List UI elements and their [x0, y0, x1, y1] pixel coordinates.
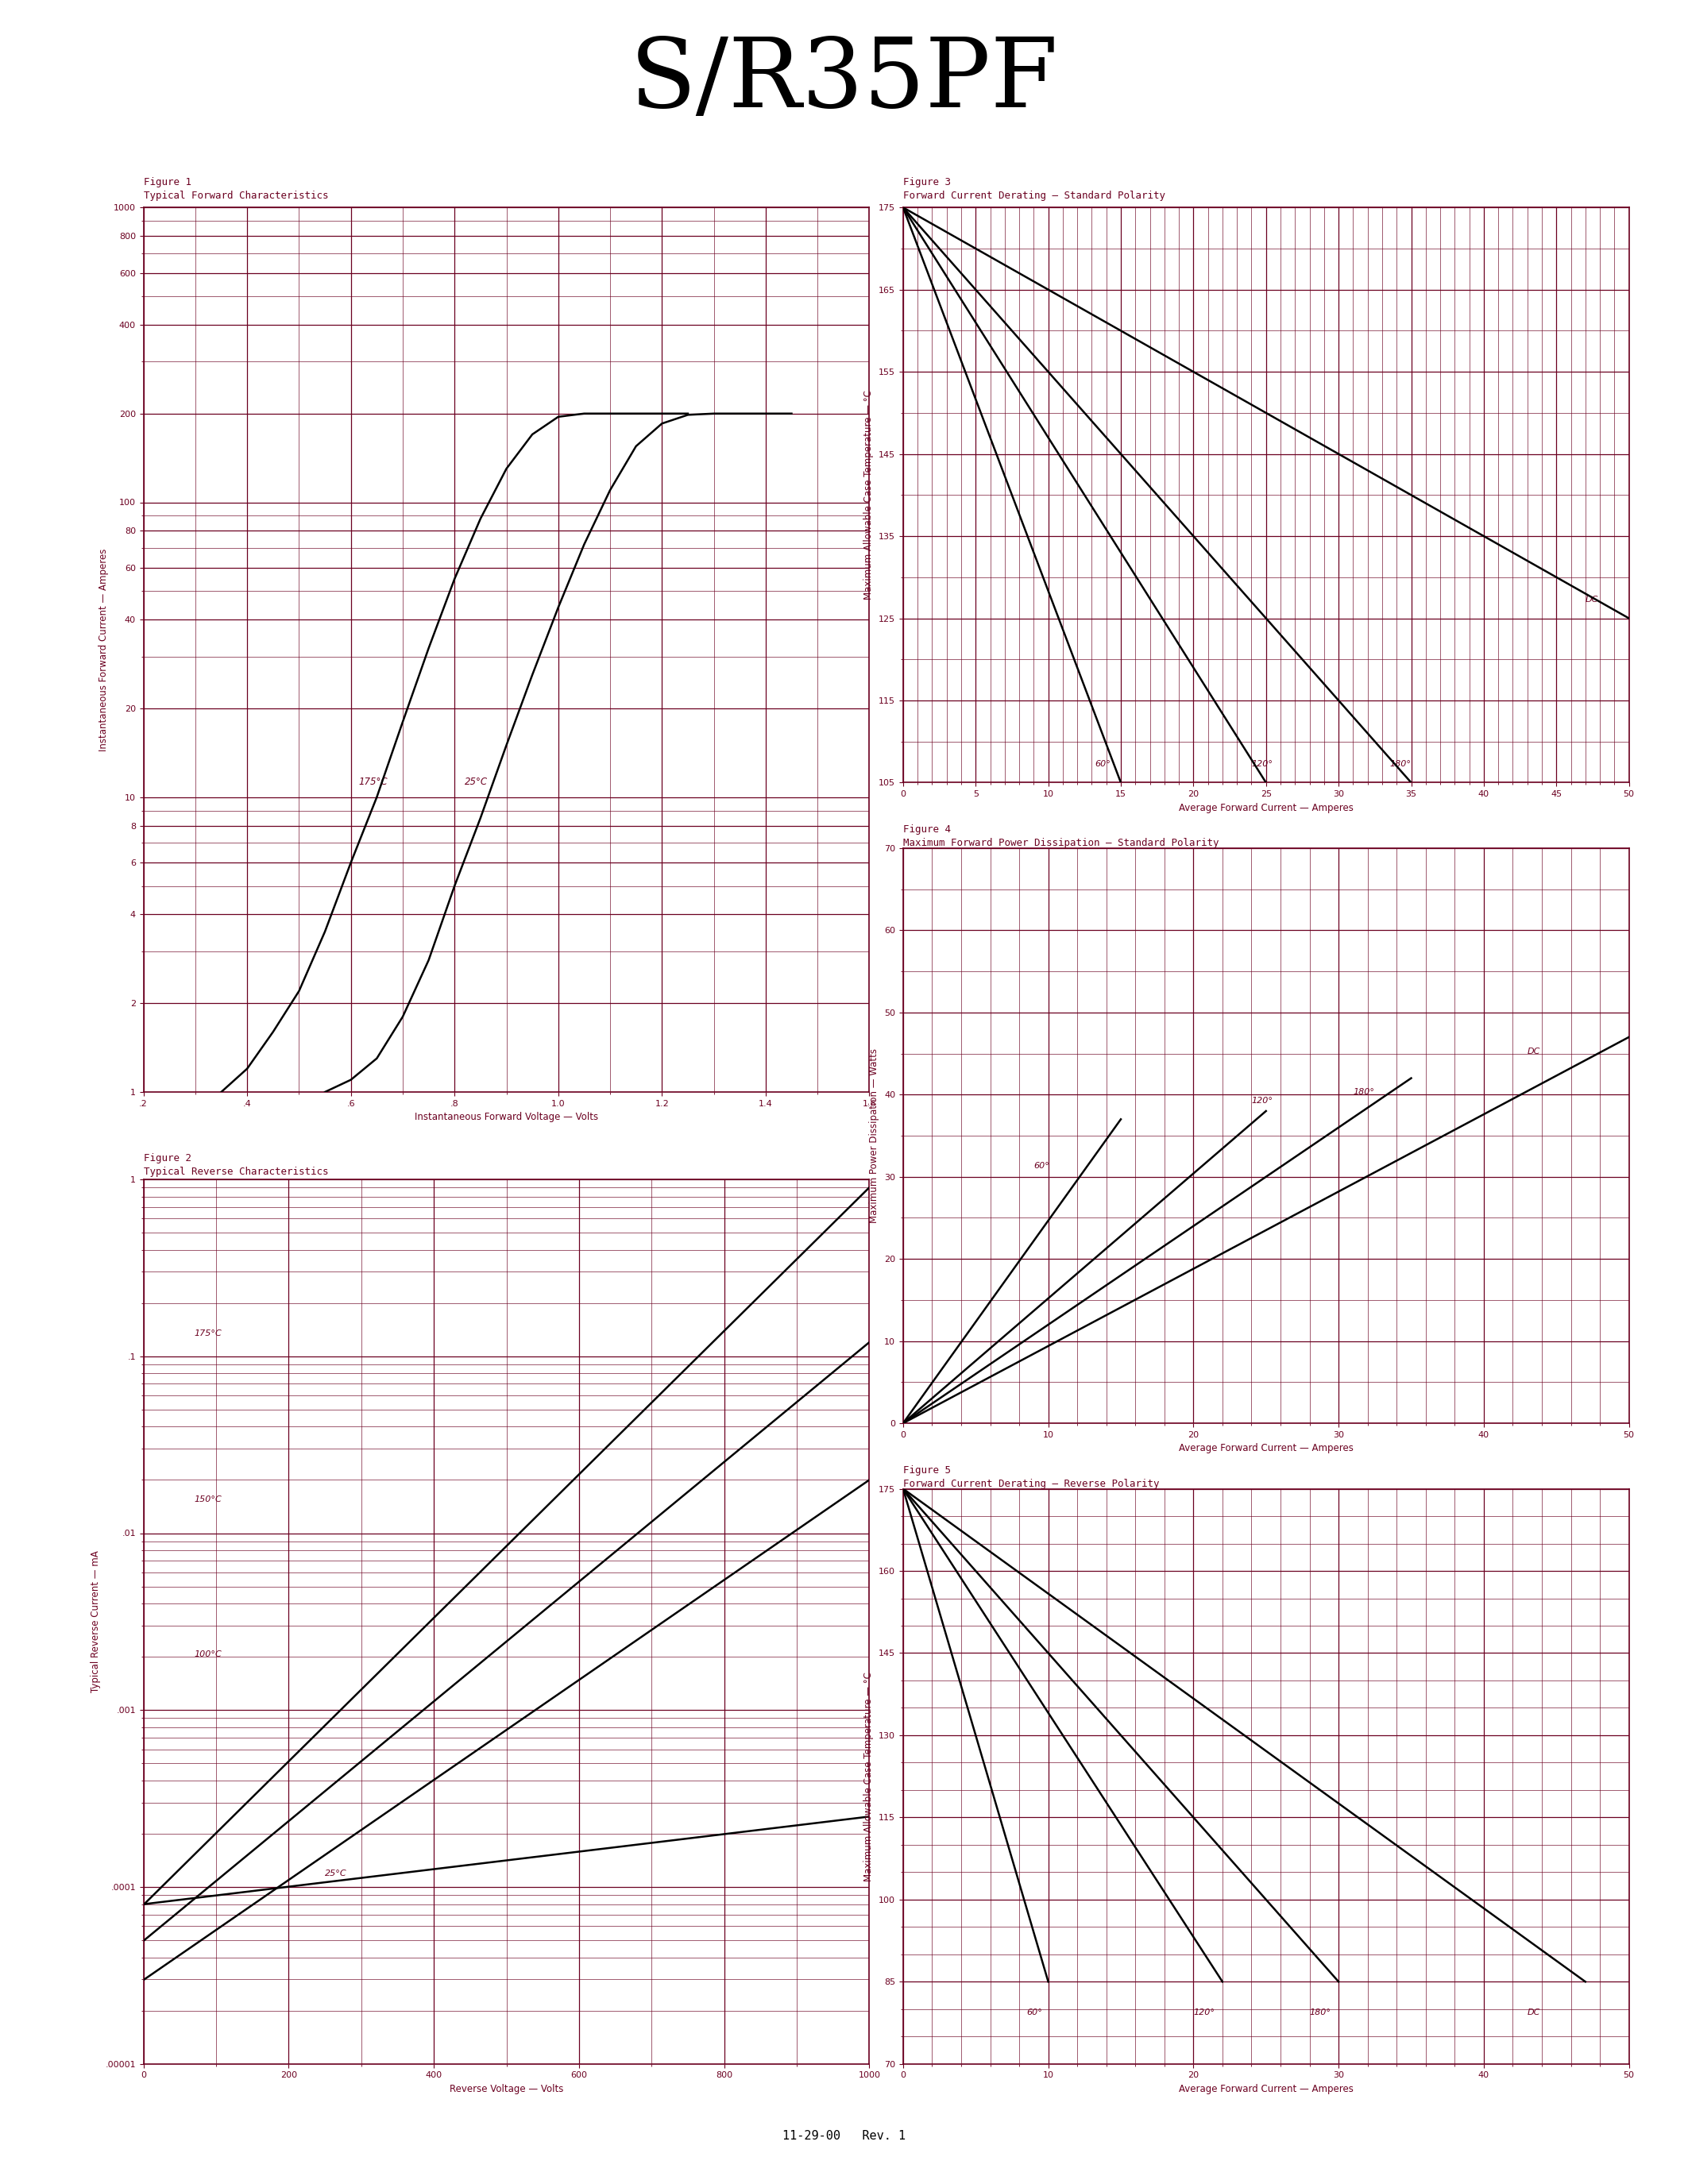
Text: 11-29-00   Rev. 1: 11-29-00 Rev. 1: [783, 2129, 905, 2143]
Text: 25°C: 25°C: [324, 1870, 348, 1878]
Y-axis label: Maximum Allowable Case Temperature — °C: Maximum Allowable Case Temperature — °C: [864, 1671, 874, 1880]
Y-axis label: Instantaneous Forward Current — Amperes: Instantaneous Forward Current — Amperes: [100, 548, 110, 751]
Text: 180°: 180°: [1389, 760, 1411, 769]
Text: S/R35PF: S/R35PF: [630, 35, 1058, 127]
Text: 180°: 180°: [1354, 1088, 1374, 1096]
Text: DC: DC: [1528, 1046, 1541, 1055]
Text: Figure 3
Forward Current Derating — Standard Polarity: Figure 3 Forward Current Derating — Stan…: [903, 177, 1165, 201]
Text: 120°: 120°: [1251, 1096, 1273, 1105]
Text: 120°: 120°: [1193, 2009, 1215, 2016]
Text: 120°: 120°: [1251, 760, 1273, 769]
Text: 60°: 60°: [1026, 2009, 1041, 2016]
Text: 175°C: 175°C: [194, 1330, 221, 1337]
Text: 100°C: 100°C: [194, 1651, 221, 1658]
X-axis label: Reverse Voltage — Volts: Reverse Voltage — Volts: [449, 2084, 564, 2094]
X-axis label: Average Forward Current — Amperes: Average Forward Current — Amperes: [1178, 804, 1354, 812]
Text: Figure 5
Forward Current Derating — Reverse Polarity: Figure 5 Forward Current Derating — Reve…: [903, 1465, 1160, 1489]
Text: 25°C: 25°C: [464, 778, 488, 788]
Y-axis label: Maximum Allowable Case Temperature — °C: Maximum Allowable Case Temperature — °C: [864, 391, 874, 601]
Y-axis label: Typical Reverse Current — mA: Typical Reverse Current — mA: [91, 1551, 101, 1693]
X-axis label: Instantaneous Forward Voltage — Volts: Instantaneous Forward Voltage — Volts: [415, 1112, 598, 1123]
Text: Figure 2
Typical Reverse Characteristics: Figure 2 Typical Reverse Characteristics: [143, 1153, 327, 1177]
Text: 175°C: 175°C: [358, 778, 388, 788]
Y-axis label: Maximum Power Dissipation — Watts: Maximum Power Dissipation — Watts: [869, 1048, 879, 1223]
Text: 180°: 180°: [1310, 2009, 1332, 2016]
Text: DC: DC: [1528, 2009, 1541, 2016]
Text: Figure 1
Typical Forward Characteristics: Figure 1 Typical Forward Characteristics: [143, 177, 327, 201]
Text: 150°C: 150°C: [194, 1496, 221, 1503]
X-axis label: Average Forward Current — Amperes: Average Forward Current — Amperes: [1178, 1444, 1354, 1455]
Text: DC: DC: [1585, 596, 1599, 603]
Text: 60°: 60°: [1033, 1162, 1050, 1171]
Text: Figure 4
Maximum Forward Power Dissipation — Standard Polarity: Figure 4 Maximum Forward Power Dissipati…: [903, 823, 1219, 847]
X-axis label: Average Forward Current — Amperes: Average Forward Current — Amperes: [1178, 2084, 1354, 2094]
Text: 60°: 60°: [1096, 760, 1111, 769]
